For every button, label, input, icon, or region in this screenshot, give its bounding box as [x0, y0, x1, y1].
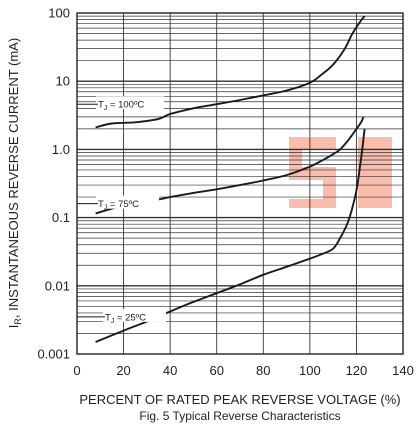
series-label-rest: = 75ºC: [107, 199, 139, 210]
series-line-1: [95, 116, 365, 215]
y-axis-label: IR, INSTANTANEOUS REVERSE CURRENT (mA): [6, 38, 23, 328]
x-axis-ticks: 0 20 40 60 80 100 120 140: [73, 363, 413, 378]
watermark-letter-s: [289, 137, 336, 208]
y-axis-label-main: I: [6, 325, 21, 329]
series-label-bg: [102, 308, 166, 322]
series-label-main: T: [98, 199, 104, 210]
series-label-rest: = 25ºC: [114, 312, 146, 323]
series-label: TJ = 100ºC: [98, 100, 144, 113]
series-label: TJ = 25ºC: [105, 312, 146, 325]
x-tick-label: 80: [256, 363, 270, 378]
x-tick-label: 20: [116, 363, 130, 378]
series-label: TJ = 75ºC: [98, 199, 139, 212]
series-label-sub: J: [111, 318, 115, 325]
series-label-main: T: [98, 100, 104, 111]
x-axis-label: PERCENT OF RATED PEAK REVERSE VOLTAGE (%…: [79, 392, 400, 407]
x-tick-label: 0: [73, 363, 80, 378]
series-label-bg: [95, 195, 159, 209]
y-tick-label: 0.01: [45, 278, 70, 293]
plot-frame: [76, 12, 404, 355]
figure-caption: Fig. 5 Typical Reverse Characteristics: [139, 409, 340, 423]
x-tick-label: 40: [163, 363, 177, 378]
y-tick-label: 0.001: [37, 347, 70, 362]
x-tick-label: 120: [346, 363, 368, 378]
series-label-sub: J: [104, 205, 108, 212]
series-lines: [95, 15, 366, 343]
series-label-main: T: [105, 312, 111, 323]
series-label-rest: = 100ºC: [107, 100, 144, 111]
series-line-0: [95, 15, 366, 129]
series-label-bg: [95, 96, 165, 110]
x-tick-label: 60: [209, 363, 223, 378]
y-tick-label: 10: [56, 74, 70, 89]
series-label-sub: J: [104, 105, 108, 112]
x-tick-label: 140: [392, 363, 414, 378]
series-line-2: [95, 128, 366, 343]
y-axis-ticks: 0.001 0.01 0.1 1.0 10 100: [37, 6, 70, 362]
grid: [77, 13, 403, 354]
x-tick-label: 100: [299, 363, 321, 378]
y-tick-label: 1.0: [52, 142, 70, 157]
y-tick-label: 100: [48, 6, 70, 21]
y-axis-label-rest: , INSTANTANEOUS REVERSE CURRENT (mA): [6, 38, 21, 318]
y-tick-label: 0.1: [52, 210, 70, 225]
y-axis-label-sub: R: [13, 318, 23, 325]
